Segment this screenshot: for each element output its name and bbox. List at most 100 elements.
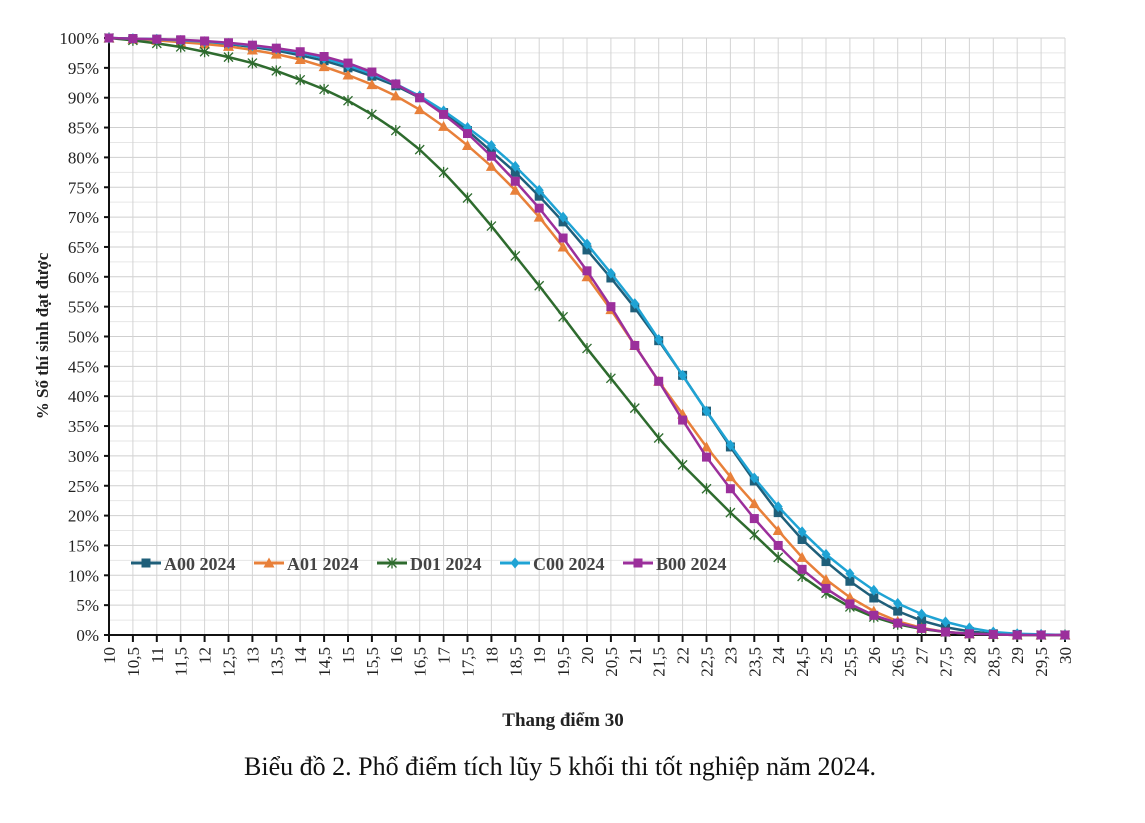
x-tick-label: 23,5: [745, 647, 764, 677]
data-point-star: [223, 51, 234, 63]
x-tick-label: 28: [960, 647, 979, 664]
data-point-triangle: [342, 69, 354, 80]
data-point-square: [415, 93, 425, 103]
data-point-diamond: [510, 160, 520, 172]
y-tick-label: 75%: [68, 178, 99, 197]
y-tick-label: 65%: [68, 238, 99, 257]
data-point-triangle: [701, 441, 712, 452]
data-point-star: [271, 65, 282, 77]
data-point-diamond: [582, 238, 592, 250]
data-point-square: [678, 415, 688, 425]
data-point-square: [463, 129, 472, 139]
x-tick-label: 14: [291, 647, 310, 665]
data-point-diamond: [749, 472, 759, 484]
x-tick-label: 14,5: [315, 647, 334, 677]
data-point-square: [845, 599, 855, 609]
data-point-triangle: [438, 120, 450, 131]
data-point-diamond: [486, 139, 496, 151]
x-tick-label: 11,5: [172, 647, 191, 676]
data-point-triangle: [414, 104, 426, 115]
y-axis-title: % Số thí sinh đạt được: [33, 252, 52, 419]
y-tick-label: 25%: [68, 477, 99, 496]
y-tick-label: 80%: [68, 148, 99, 167]
data-point-diamond: [606, 267, 616, 279]
data-point-triangle: [772, 525, 784, 536]
legend-label: A01 2024: [287, 554, 359, 574]
data-point-square: [821, 583, 831, 593]
x-tick-label: 19,5: [554, 647, 573, 677]
x-tick-label: 25,5: [841, 647, 860, 677]
legend-item: C00 2024: [500, 554, 605, 574]
x-tick-label: 13,5: [267, 647, 286, 677]
y-tick-label: 15%: [68, 536, 99, 555]
grid: [108, 37, 1066, 636]
x-tick-label: 25: [817, 647, 836, 664]
data-point-diamond: [845, 568, 855, 580]
y-tick-label: 45%: [68, 357, 99, 376]
data-point-star: [366, 108, 377, 120]
data-point-square: [141, 558, 151, 568]
data-point-diamond: [678, 369, 688, 381]
data-point-square: [486, 146, 496, 156]
data-point-square: [725, 484, 735, 494]
x-tick-label: 29,5: [1032, 647, 1051, 677]
x-axis-title: Thang điểm 30: [502, 710, 623, 731]
data-point-triangle: [318, 61, 330, 72]
y-tick-label: 95%: [68, 59, 99, 78]
legend-item: A00 2024: [131, 554, 236, 574]
data-point-square: [391, 79, 401, 89]
data-point-square: [582, 266, 592, 276]
data-point-triangle: [366, 79, 378, 90]
y-tick-label: 55%: [68, 298, 99, 317]
x-tick-label: 11: [148, 647, 167, 663]
data-point-star: [773, 551, 784, 563]
x-tick-label: 29: [1008, 647, 1027, 664]
data-point-diamond: [797, 526, 807, 538]
data-point-star: [605, 372, 616, 384]
data-point-diamond: [869, 584, 879, 596]
x-tick-label: 15,5: [363, 647, 382, 677]
data-point-square: [271, 43, 281, 53]
data-point-square: [654, 376, 664, 386]
data-point-star: [438, 166, 449, 178]
axes: [104, 37, 1066, 642]
data-point-star: [510, 250, 521, 262]
data-point-star: [653, 432, 664, 444]
data-point-triangle: [509, 184, 521, 195]
data-point-square: [247, 40, 257, 50]
legend: A00 2024 A01 2024 D01 2024 C00 2024 B00 2024: [131, 554, 727, 574]
y-tick-label: 35%: [68, 417, 99, 436]
data-point-square: [893, 618, 903, 628]
x-tick-label: 20: [578, 647, 597, 664]
data-point-square: [128, 34, 138, 44]
x-tick-labels: 10 10,5 11 11,5 12 12,5 13 13,5 14 14,5 15 15,5 16 16…: [100, 647, 1075, 677]
data-point-star: [319, 83, 330, 95]
data-point-diamond: [510, 557, 520, 569]
y-tick-label: 10%: [68, 566, 99, 585]
data-point-star: [486, 220, 497, 232]
data-point-diamond: [558, 211, 568, 223]
x-tick-label: 27,5: [937, 647, 956, 677]
data-point-diamond: [941, 616, 950, 628]
x-tick-label: 19: [530, 647, 549, 664]
x-tick-label: 16: [387, 647, 406, 664]
data-point-star: [199, 46, 210, 58]
x-tick-label: 26,5: [889, 647, 908, 677]
legend-item: D01 2024: [377, 554, 482, 574]
data-point-star: [725, 507, 736, 519]
y-tick-label: 85%: [68, 119, 99, 138]
x-tick-label: 13: [243, 647, 262, 664]
data-point-diamond: [654, 333, 664, 345]
data-point-square: [917, 623, 927, 633]
x-tick-label: 21,5: [650, 647, 669, 677]
data-point-star: [629, 402, 640, 414]
data-point-star: [247, 57, 258, 69]
legend-label: A00 2024: [164, 554, 236, 574]
data-point-triangle: [557, 241, 569, 252]
data-point-square: [319, 52, 329, 62]
data-point-star: [558, 311, 569, 323]
data-point-square: [988, 629, 998, 639]
x-tick-label: 10,5: [124, 647, 143, 677]
data-point-square: [510, 167, 520, 177]
x-tick-label: 18: [482, 647, 501, 664]
